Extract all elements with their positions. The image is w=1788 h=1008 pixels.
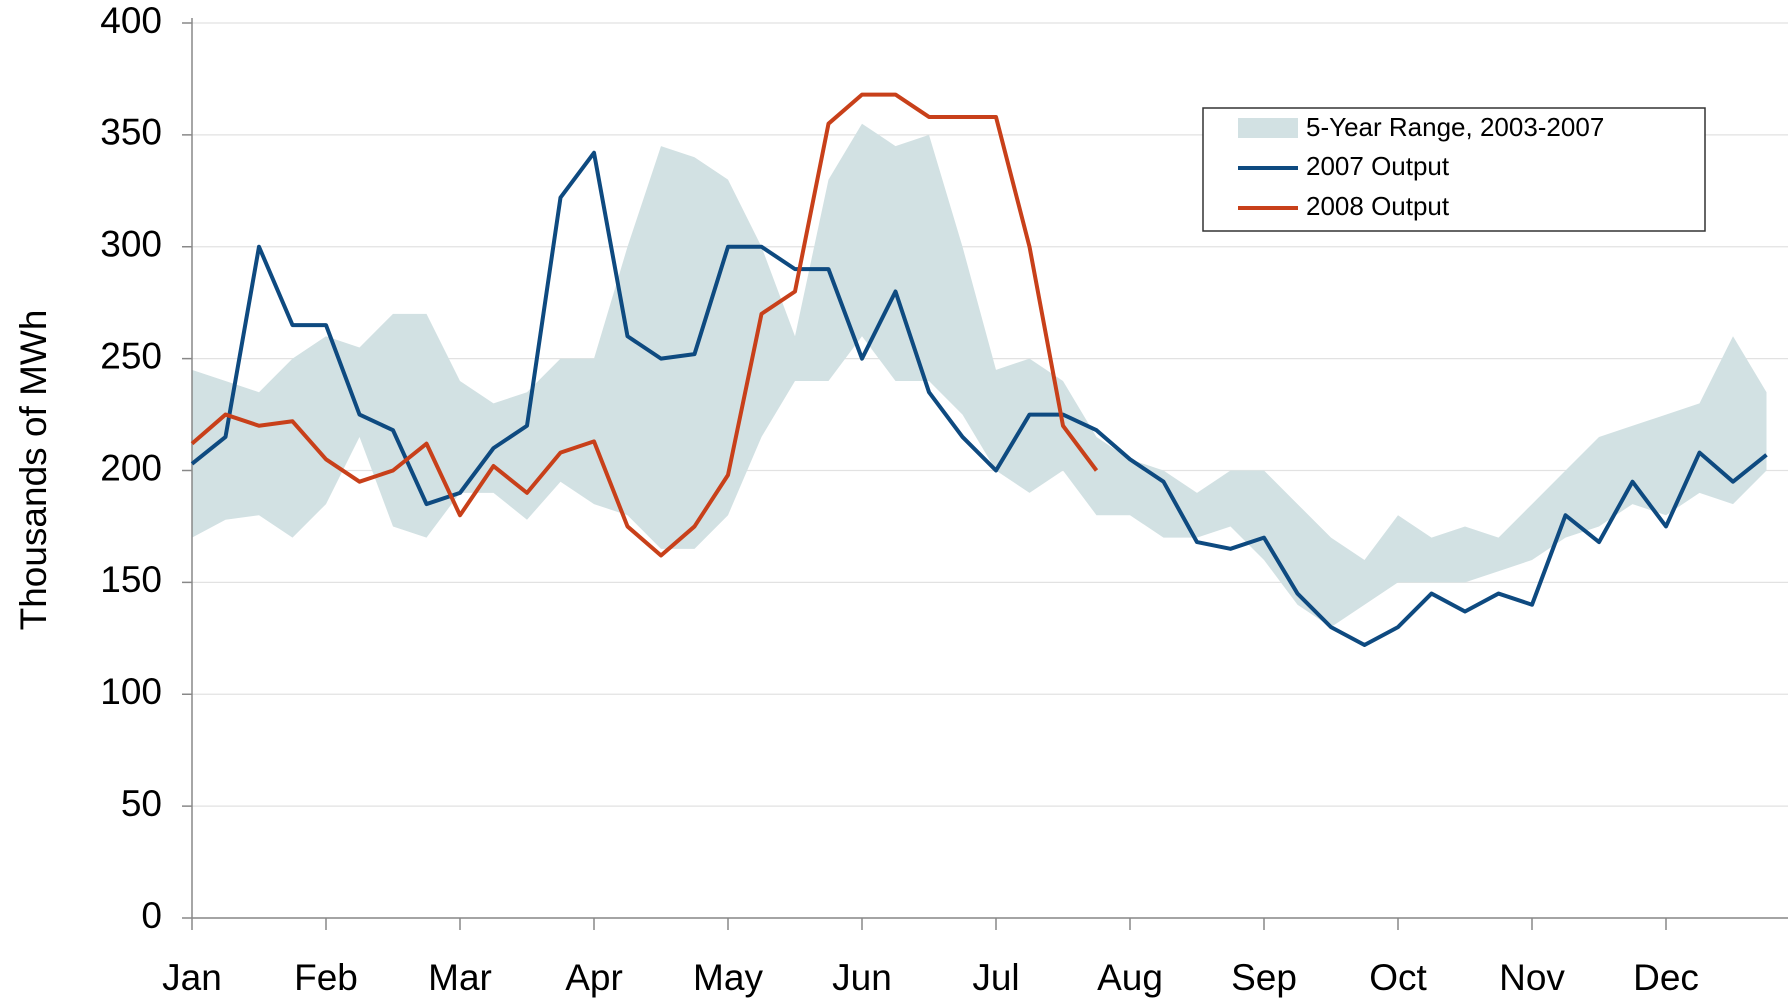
x-tick-label: Dec	[1633, 957, 1699, 998]
legend-label: 2008 Output	[1306, 191, 1450, 221]
x-tick-label: Nov	[1499, 957, 1565, 998]
x-tick-label: Jul	[972, 957, 1019, 998]
x-tick-label: Aug	[1097, 957, 1163, 998]
y-tick-label: 250	[100, 335, 162, 376]
series-line	[190, 150, 1768, 648]
y-axis-label: Thousands of MWh	[13, 310, 54, 631]
x-tick-label: Mar	[428, 957, 492, 998]
x-tick-label: Sep	[1231, 957, 1297, 998]
y-tick-label: 0	[141, 895, 162, 936]
y-tick-label: 400	[100, 0, 162, 41]
y-tick-label: 300	[100, 224, 162, 265]
x-tick-label: Jan	[162, 957, 222, 998]
x-tick-label: Jun	[832, 957, 892, 998]
x-tick-label: May	[693, 957, 763, 998]
y-tick-label: 350	[100, 112, 162, 153]
x-tick-label: Apr	[565, 957, 623, 998]
x-tick-label: Feb	[294, 957, 358, 998]
legend-swatch	[1238, 118, 1298, 138]
x-tick-label: Oct	[1369, 957, 1427, 998]
y-tick-label: 100	[100, 671, 162, 712]
y-tick-label: 150	[100, 559, 162, 600]
range-band	[192, 123, 1767, 628]
series-line	[190, 92, 1099, 558]
legend-label: 2007 Output	[1306, 151, 1450, 181]
legend-label: 5-Year Range, 2003-2007	[1306, 112, 1604, 142]
y-tick-label: 50	[121, 783, 162, 824]
y-tick-label: 200	[100, 447, 162, 488]
